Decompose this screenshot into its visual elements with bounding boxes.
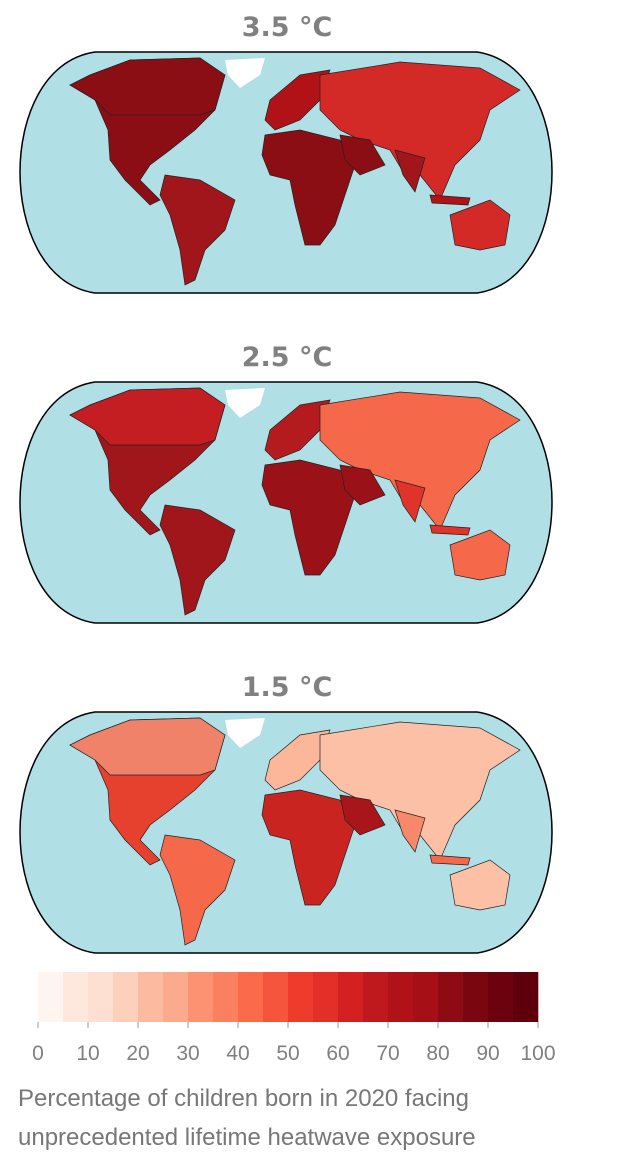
country-region <box>339 794 386 836</box>
colorbar-tick-label: 90 <box>476 1042 499 1065</box>
colorbar-label: Percentage of children born in 2020 faci… <box>18 1085 469 1112</box>
map <box>19 51 553 294</box>
colorbar-bin <box>113 972 139 1022</box>
country-region <box>264 729 331 791</box>
colorbar-tick-label: 80 <box>426 1042 449 1065</box>
country-region <box>159 174 236 286</box>
country-region <box>429 194 471 206</box>
colorbar-tick-label: 0 <box>32 1042 44 1065</box>
colorbar-bin <box>188 972 214 1022</box>
colorbar-bin <box>438 972 464 1022</box>
map-title: 2.5 °C <box>242 342 333 373</box>
country-region <box>261 129 356 246</box>
colorbar-tick-label: 100 <box>520 1042 555 1065</box>
map <box>19 711 553 954</box>
country-region <box>264 399 331 461</box>
map-title: 1.5 °C <box>242 672 333 703</box>
greenland <box>225 58 265 88</box>
colorbar-bin <box>513 972 539 1022</box>
country-region <box>429 854 471 866</box>
country-region <box>159 834 236 946</box>
country-region <box>339 464 386 506</box>
colorbar-bin <box>88 972 114 1022</box>
country-region <box>429 524 471 536</box>
colorbar-tick-label: 10 <box>76 1042 99 1065</box>
colorbar-bin <box>63 972 89 1022</box>
map <box>19 381 553 624</box>
colorbar-tick-label: 60 <box>326 1042 349 1065</box>
colorbar-tick-label: 20 <box>126 1042 149 1065</box>
colorbar-bin <box>288 972 314 1022</box>
colorbar-bin <box>38 972 64 1022</box>
colorbar-bin <box>463 972 489 1022</box>
colorbar-bin <box>388 972 414 1022</box>
country-region <box>394 149 426 193</box>
colorbar-tick-label: 50 <box>276 1042 299 1065</box>
colorbar-bin <box>488 972 514 1022</box>
colorbar-bin <box>413 972 439 1022</box>
country-region <box>69 57 226 116</box>
colorbar-tick-label: 30 <box>176 1042 199 1065</box>
country-region <box>159 504 236 616</box>
colorbar-tick-label: 70 <box>376 1042 399 1065</box>
country-region <box>339 134 386 176</box>
country-region <box>69 387 226 446</box>
colorbar-bin <box>263 972 289 1022</box>
colorbar-label: unprecedented lifetime heatwave exposure <box>18 1124 476 1151</box>
colorbar-bin <box>238 972 264 1022</box>
colorbar-bin <box>363 972 389 1022</box>
country-region <box>449 199 511 251</box>
colorbar-bin <box>213 972 239 1022</box>
country-region <box>261 789 356 906</box>
country-region <box>449 859 511 911</box>
map-title: 3.5 °C <box>242 12 333 43</box>
country-region <box>264 69 331 131</box>
colorbar-bin <box>163 972 189 1022</box>
country-region <box>69 717 226 776</box>
country-region <box>449 529 511 581</box>
greenland <box>225 718 265 748</box>
country-region <box>394 479 426 523</box>
colorbar-bin <box>338 972 364 1022</box>
colorbar-bin <box>313 972 339 1022</box>
country-region <box>394 809 426 853</box>
country-region <box>261 459 356 576</box>
colorbar-bin <box>138 972 164 1022</box>
greenland <box>225 388 265 418</box>
colorbar-tick-label: 40 <box>226 1042 249 1065</box>
